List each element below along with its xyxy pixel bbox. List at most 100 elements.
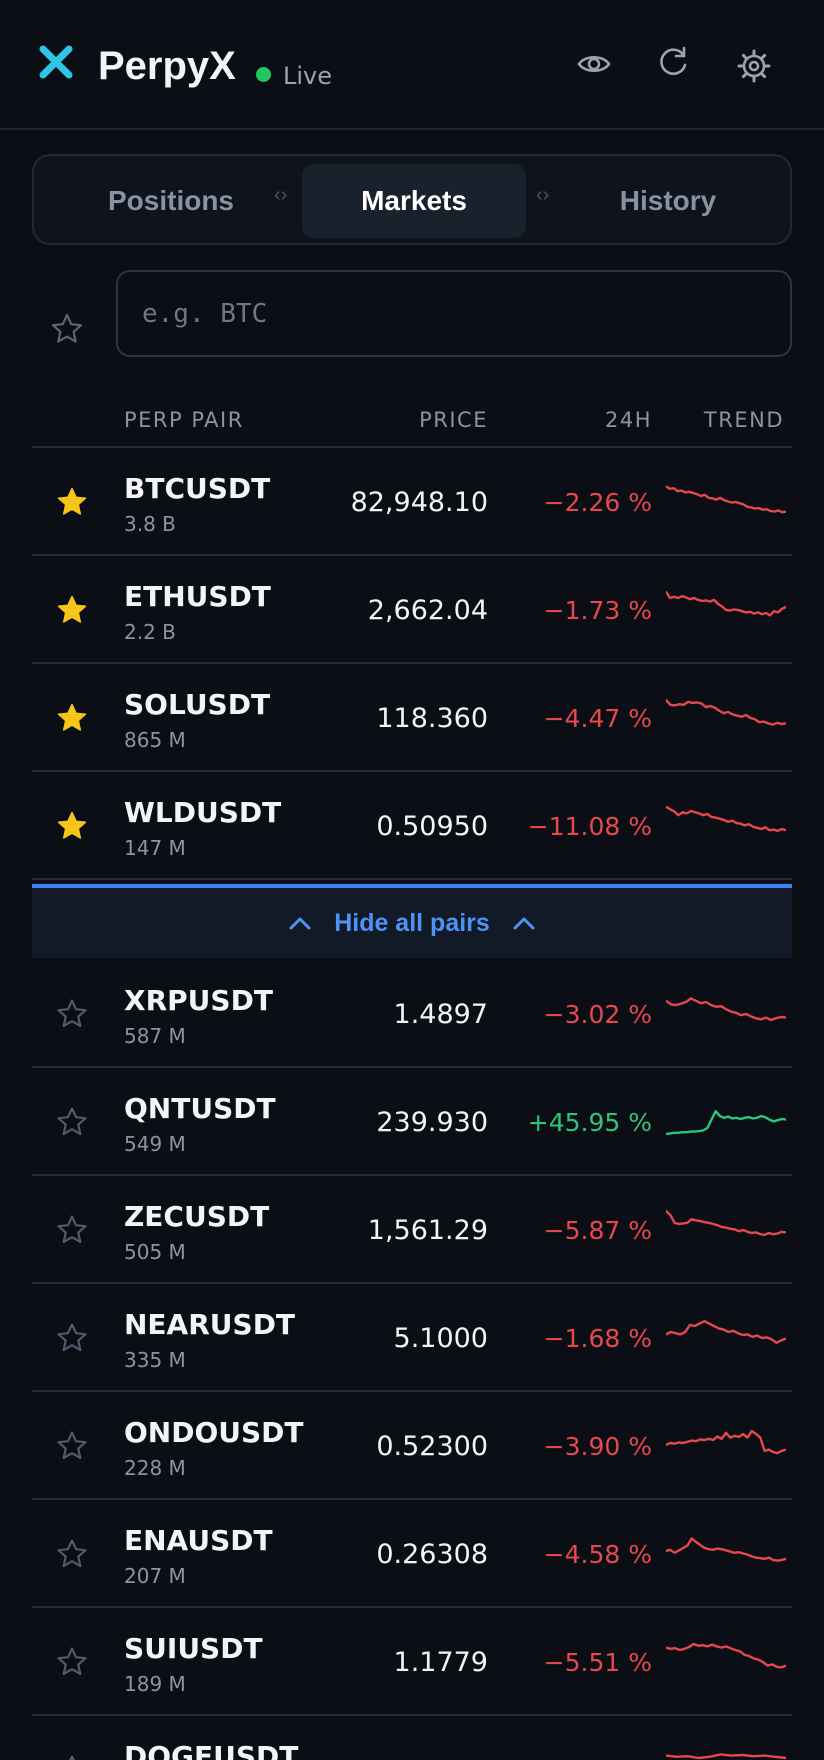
favorites-filter-star-icon[interactable] [50,312,84,346]
trend-line [666,1429,786,1455]
pair-volume: 3.8 B [124,512,176,536]
row-divider [32,878,792,880]
app-header: PerpyX Live [0,0,824,130]
pair-volume: 189 M [124,1672,186,1696]
trend-sparkline [666,1209,786,1236]
pair-volume: 865 M [124,728,186,752]
live-indicator-dot [256,67,271,82]
column-header-pair: PERP PAIR [124,408,244,432]
star-filled-icon[interactable] [56,594,88,626]
market-row[interactable]: WLDUSDT 147 M 0.50950 −11.08 % [32,772,792,880]
gear-icon[interactable] [736,48,772,84]
trend-line [666,805,786,832]
pair-symbol: WLDUSDT [124,796,282,829]
star-outline-icon[interactable] [56,1430,88,1462]
market-row[interactable]: XRPUSDT 587 M 1.4897 −3.02 % [32,960,792,1068]
row-divider [32,770,792,772]
main-tabs: Positions ‹› Markets ‹› History [32,154,792,245]
trend-line [666,1642,786,1669]
pair-change: −1.73 % [543,596,652,625]
row-divider [32,1606,792,1608]
trend-sparkline [666,485,786,514]
pair-price: 2,662.04 [367,595,488,626]
pair-price: 1,561.29 [367,1215,488,1246]
market-row[interactable]: QNTUSDT 549 M 239.930 +45.95 % [32,1068,792,1176]
pair-volume: 2.2 B [124,620,176,644]
tab-markets[interactable]: Markets [302,164,526,238]
trend-line [666,997,786,1022]
trend-sparkline [666,1429,786,1455]
star-filled-icon[interactable] [56,810,88,842]
pair-symbol: ONDOUSDT [124,1416,304,1449]
market-row[interactable]: DOGEUSDT [32,1716,792,1760]
eye-icon[interactable] [576,46,612,82]
pair-symbol: SOLUSDT [124,688,271,721]
hide-all-pairs-button[interactable]: Hide all pairs [32,884,792,958]
trend-sparkline [666,698,786,726]
pair-volume: 549 M [124,1132,186,1156]
pair-price: 0.52300 [376,1431,488,1462]
logo-icon [39,45,73,79]
trend-line [666,698,786,726]
star-outline-icon[interactable] [56,998,88,1030]
row-divider [32,1174,792,1176]
row-divider [32,1714,792,1716]
column-header-trend: TREND [703,408,784,432]
pair-symbol: DOGEUSDT [124,1740,299,1760]
market-row[interactable]: SOLUSDT 865 M 118.360 −4.47 % [32,664,792,772]
star-outline-icon[interactable] [56,1646,88,1678]
chevron-up-icon [289,917,311,930]
refresh-icon[interactable] [655,44,691,80]
header-divider [32,446,792,448]
trend-line [666,1537,786,1562]
star-outline-icon[interactable] [56,1538,88,1570]
pair-price: 5.1000 [393,1323,488,1354]
pair-change: −2.26 % [543,488,652,517]
star-outline-icon[interactable] [56,1214,88,1246]
row-divider [32,1066,792,1068]
row-divider [32,662,792,664]
market-row[interactable]: ETHUSDT 2.2 B 2,662.04 −1.73 % [32,556,792,664]
star-outline-icon[interactable] [56,1322,88,1354]
tab-history[interactable]: History [619,185,717,216]
trend-line [666,1110,786,1136]
market-row[interactable]: ONDOUSDT 228 M 0.52300 −3.90 % [32,1392,792,1500]
pair-symbol: NEARUSDT [124,1308,296,1341]
pair-change: −4.58 % [543,1540,652,1569]
trend-sparkline [666,1537,786,1562]
star-filled-icon[interactable] [56,702,88,734]
pair-volume: 587 M [124,1024,186,1048]
live-status: Live [283,62,333,90]
market-row[interactable]: ZECUSDT 505 M 1,561.29 −5.87 % [32,1176,792,1284]
hide-all-pairs-label: Hide all pairs [334,908,490,937]
row-divider [32,1498,792,1500]
search-input[interactable] [116,270,792,357]
pair-price: 0.50950 [376,811,488,842]
pair-volume: 207 M [124,1564,186,1588]
star-outline-icon[interactable] [56,1754,88,1760]
tab-positions[interactable]: Positions [107,185,234,216]
trend-line [666,1209,786,1236]
market-row[interactable]: ENAUSDT 207 M 0.26308 −4.58 % [32,1500,792,1608]
trend-line [666,485,786,514]
market-row[interactable]: SUIUSDT 189 M 1.1779 −5.51 % [32,1608,792,1716]
pair-volume: 147 M [124,836,186,860]
trend-line [666,1319,786,1344]
trend-line [666,590,786,617]
market-row[interactable]: BTCUSDT 3.8 B 82,948.10 −2.26 % [32,448,792,556]
pair-change: −3.90 % [543,1432,652,1461]
pair-change: −11.08 % [527,812,652,841]
pair-change: −4.47 % [543,704,652,733]
row-divider [32,1390,792,1392]
star-outline-icon[interactable] [56,1106,88,1138]
column-header-24h: 24H [604,408,652,432]
pair-symbol: ETHUSDT [124,580,271,613]
pair-symbol: QNTUSDT [124,1092,276,1125]
trend-sparkline [666,590,786,617]
pair-price: 1.1779 [393,1647,488,1678]
star-filled-icon[interactable] [56,486,88,518]
trend-sparkline [666,1319,786,1344]
market-row[interactable]: NEARUSDT 335 M 5.1000 −1.68 % [32,1284,792,1392]
chevron-up-icon [513,917,535,930]
row-divider [32,1282,792,1284]
